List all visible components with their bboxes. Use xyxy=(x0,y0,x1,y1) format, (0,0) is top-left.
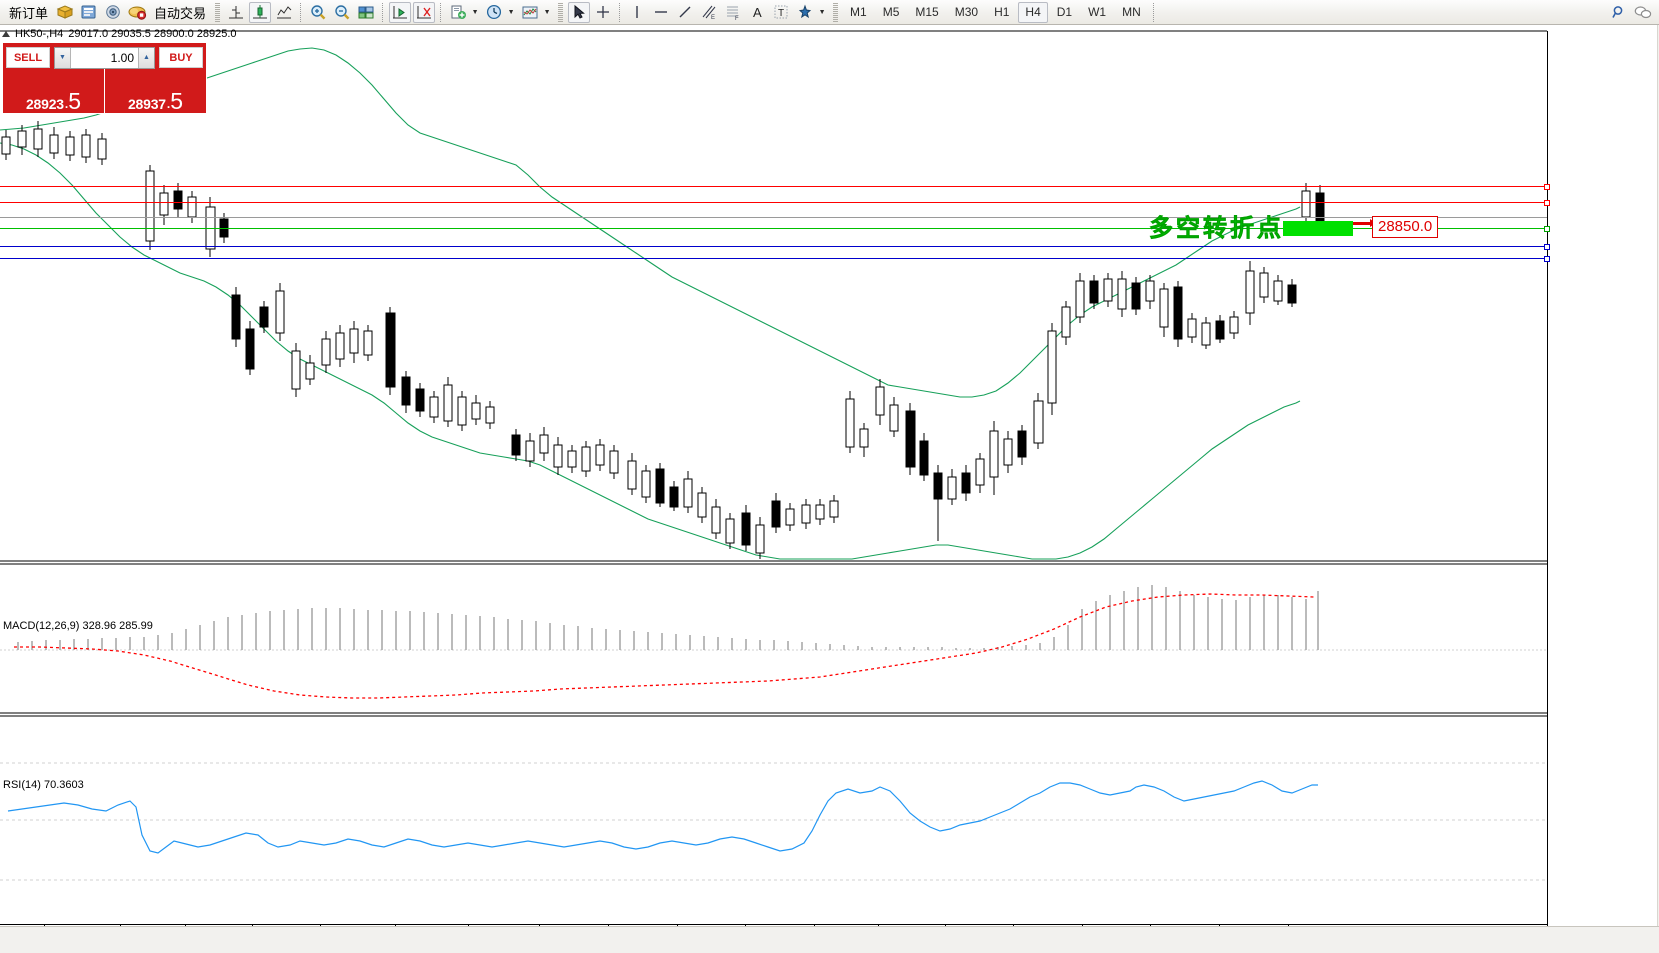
timeframe-m15[interactable]: M15 xyxy=(915,4,939,19)
annotation-text[interactable]: 多空转折点 xyxy=(1149,215,1284,243)
timeframe-m5[interactable]: M5 xyxy=(882,4,900,19)
timeframe-m1[interactable]: M1 xyxy=(850,4,867,19)
shapes-icon[interactable] xyxy=(794,2,816,23)
svg-text:F: F xyxy=(735,16,739,21)
toolbar-separator-5 xyxy=(1152,2,1155,22)
chart-canvas[interactable]: HK50-,H4 29017.0 29035.5 28900.0 28925.0… xyxy=(0,25,1659,953)
templates-dropdown-arrow[interactable]: ▼ xyxy=(471,8,479,16)
timeframe-m30[interactable]: M30 xyxy=(954,4,979,19)
sell-price-cell[interactable]: 28923 . 5 xyxy=(3,69,104,113)
trendline-icon[interactable] xyxy=(674,2,696,23)
status-bar xyxy=(0,926,1659,953)
toolbar-grip[interactable] xyxy=(215,2,221,22)
line-chart-icon[interactable] xyxy=(273,2,295,23)
buy-button[interactable]: BUY xyxy=(159,47,203,68)
sell-button[interactable]: SELL xyxy=(6,47,50,68)
toolbar-separator-3 xyxy=(440,2,442,22)
hline-handle[interactable] xyxy=(1544,256,1550,262)
expert-advisors-icon[interactable] xyxy=(78,2,100,23)
svg-text:A: A xyxy=(753,5,762,20)
chart-shift-icon[interactable] xyxy=(413,1,436,23)
svg-text:E: E xyxy=(711,15,715,21)
annotation-green-rectangle[interactable] xyxy=(1283,221,1353,236)
hline-29017[interactable] xyxy=(0,200,1550,206)
volume-increment-button[interactable]: ▲ xyxy=(138,47,154,68)
svg-text:T: T xyxy=(778,8,784,19)
price-axis-panel[interactable]: 29844.0 29634.0 29418.0 29208.0 28992.0 … xyxy=(1548,25,1659,953)
toolbar-separator-4 xyxy=(619,2,621,22)
chart-workspace[interactable]: HK50-,H4 29017.0 29035.5 28900.0 28925.0… xyxy=(0,25,1659,953)
chat-icon[interactable] xyxy=(1632,2,1654,23)
timeframe-d1[interactable]: D1 xyxy=(1056,4,1073,19)
horizontal-line-icon[interactable] xyxy=(650,2,672,23)
vertical-line-icon[interactable] xyxy=(626,2,648,23)
fibonacci-retracement-icon[interactable]: F xyxy=(722,2,744,23)
one-click-trading-panel[interactable]: SELL ▼ 1.00 ▲ BUY 28923 . 5 28937 . 5 xyxy=(2,42,207,114)
trade-panel-top-row: SELL ▼ 1.00 ▲ BUY xyxy=(3,43,206,69)
toolbar-grip-3[interactable] xyxy=(833,2,839,22)
hline-28724[interactable] xyxy=(0,244,1550,250)
buy-price-cell[interactable]: 28937 . 5 xyxy=(104,69,206,113)
chart-graphics xyxy=(0,30,1547,881)
auto-scroll-icon[interactable] xyxy=(389,1,412,23)
crosshair-icon[interactable] xyxy=(592,2,614,23)
sell-price-dot: . xyxy=(64,97,69,111)
shapes-dropdown-arrow[interactable]: ▼ xyxy=(818,8,826,16)
chart-layout-icon[interactable] xyxy=(355,2,377,23)
hline-28850[interactable] xyxy=(0,226,1550,232)
main-toolbar: 新订单 自动交易 ▼ ▼ xyxy=(0,0,1659,25)
zoom-in-icon[interactable] xyxy=(307,2,329,23)
volume-decrement-button[interactable]: ▼ xyxy=(55,47,71,68)
sell-price-frac: 5 xyxy=(68,88,82,114)
period-dropdown-arrow[interactable]: ▼ xyxy=(507,8,515,16)
hline-handle[interactable] xyxy=(1544,244,1550,250)
toolbar-separator-2 xyxy=(382,2,384,22)
buy-price-dot: . xyxy=(166,97,171,111)
annotation-price-label[interactable]: 28850.0 xyxy=(1372,216,1439,238)
bar-chart-icon[interactable] xyxy=(225,2,247,23)
autotrade-cloud-icon[interactable] xyxy=(126,2,148,23)
hline-handle[interactable] xyxy=(1544,200,1550,206)
cursor-icon[interactable] xyxy=(568,1,591,23)
equidistant-channel-icon[interactable]: E xyxy=(698,2,720,23)
new-order-icon[interactable] xyxy=(54,2,76,23)
timeframe-mn[interactable]: MN xyxy=(1122,4,1141,19)
right-edge-strip xyxy=(1657,25,1659,953)
search-icon[interactable] xyxy=(1608,2,1630,23)
candlestick-chart-icon[interactable] xyxy=(249,1,272,23)
sell-price-main: 28923 xyxy=(25,96,64,112)
text-label-icon[interactable]: T xyxy=(770,2,792,23)
autotrade-button[interactable]: 自动交易 xyxy=(154,5,207,21)
toolbar-grip-2[interactable] xyxy=(558,2,564,22)
hline-handle[interactable] xyxy=(1544,184,1550,190)
price-axis-divider xyxy=(1547,31,1548,931)
hline-28636[interactable] xyxy=(0,256,1550,262)
new-order-button[interactable]: 新订单 xyxy=(9,5,49,21)
hline-29120[interactable] xyxy=(0,184,1550,190)
text-icon[interactable]: A xyxy=(746,2,768,23)
macd-indicator-label: MACD(12,26,9) 328.96 285.99 xyxy=(3,620,153,632)
indicators-dropdown-arrow[interactable]: ▼ xyxy=(543,8,551,16)
rsi-indicator-label: RSI(14) 70.3603 xyxy=(3,779,84,791)
indicators-icon[interactable] xyxy=(519,2,541,23)
trade-panel-prices: 28923 . 5 28937 . 5 xyxy=(3,69,206,113)
collapse-triangle-icon[interactable] xyxy=(2,31,10,37)
timeframe-h1[interactable]: H1 xyxy=(994,4,1010,19)
buy-price-main: 28937 xyxy=(127,96,166,112)
navigator-icon[interactable] xyxy=(102,2,124,23)
hline-bid-28925 xyxy=(0,217,1547,218)
volume-input[interactable]: 1.00 xyxy=(110,50,134,65)
templates-icon[interactable] xyxy=(447,2,469,23)
chart-symbol-label: HK50-,H4 xyxy=(15,28,64,40)
hline-handle[interactable] xyxy=(1544,226,1550,232)
buy-price-frac: 5 xyxy=(170,88,184,114)
chart-ohlc-label: 29017.0 29035.5 28900.0 28925.0 xyxy=(68,28,237,40)
zoom-out-icon[interactable] xyxy=(331,2,353,23)
volume-input-group[interactable]: ▼ 1.00 ▲ xyxy=(54,46,155,69)
period-clock-icon[interactable] xyxy=(483,2,505,23)
chart-symbol-bar: HK50-,H4 29017.0 29035.5 28900.0 28925.0 xyxy=(2,28,237,40)
toolbar-separator xyxy=(300,2,302,22)
timeframe-w1[interactable]: W1 xyxy=(1088,4,1107,19)
timeframe-h4[interactable]: H4 xyxy=(1018,1,1048,23)
